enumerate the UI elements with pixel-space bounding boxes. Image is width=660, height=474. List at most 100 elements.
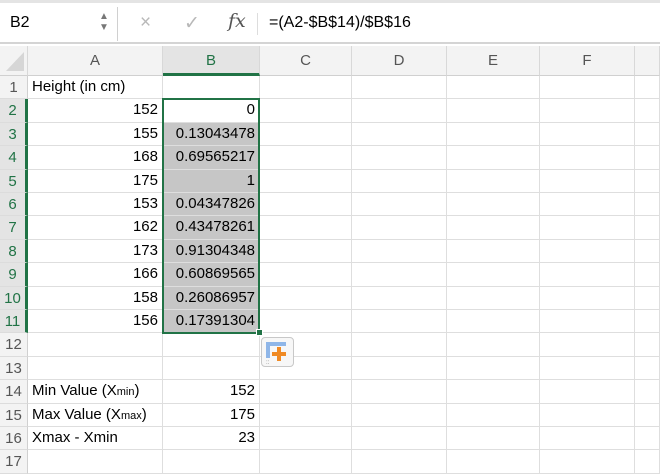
- row-header[interactable]: 4: [0, 146, 28, 170]
- cell-B17[interactable]: [163, 450, 260, 474]
- cell-B3[interactable]: 0.13043478: [163, 122, 260, 147]
- cell-empty[interactable]: [635, 263, 660, 287]
- cell-empty[interactable]: [447, 333, 540, 357]
- cell-empty[interactable]: [635, 76, 660, 100]
- cell-B15[interactable]: 175: [163, 403, 260, 427]
- cell-A8[interactable]: 173: [28, 239, 163, 264]
- cell-empty[interactable]: [260, 239, 352, 264]
- name-box-spinner-icon[interactable]: ▲ ▼: [99, 11, 109, 33]
- enter-check-icon[interactable]: ✓: [184, 13, 200, 34]
- cell-empty[interactable]: [260, 427, 352, 451]
- cell-empty[interactable]: [260, 169, 352, 193]
- name-box[interactable]: B2 ▲ ▼: [0, 7, 118, 41]
- cell-empty[interactable]: [352, 310, 447, 334]
- row-header[interactable]: 3: [0, 122, 28, 147]
- column-header-E[interactable]: E: [447, 46, 540, 76]
- cell-empty[interactable]: [260, 76, 352, 100]
- cell-empty[interactable]: [635, 99, 660, 123]
- column-header-A[interactable]: A: [28, 46, 163, 76]
- cell-B9[interactable]: 0.60869565: [163, 263, 260, 287]
- cell-empty[interactable]: [352, 193, 447, 217]
- cell-empty[interactable]: [540, 146, 635, 170]
- name-box-value[interactable]: B2: [10, 14, 30, 31]
- cell-empty[interactable]: [540, 310, 635, 334]
- cell-empty[interactable]: [260, 286, 352, 310]
- cell-empty[interactable]: [447, 193, 540, 217]
- row-header[interactable]: 13: [0, 356, 28, 381]
- cell-B10[interactable]: 0.26086957: [163, 286, 260, 310]
- row-header[interactable]: 7: [0, 216, 28, 240]
- cell-empty[interactable]: [352, 450, 447, 474]
- cell-A6[interactable]: 153: [28, 193, 163, 217]
- cell-B14[interactable]: 152: [163, 380, 260, 404]
- row-header[interactable]: 14: [0, 380, 28, 404]
- cell-empty[interactable]: [352, 216, 447, 240]
- cell-empty[interactable]: [540, 450, 635, 474]
- cell-empty[interactable]: [635, 216, 660, 240]
- cell-empty[interactable]: [260, 193, 352, 217]
- cell-empty[interactable]: [540, 239, 635, 264]
- cell-empty[interactable]: [635, 286, 660, 310]
- cell-B12[interactable]: [163, 333, 260, 357]
- row-header[interactable]: 15: [0, 403, 28, 427]
- cell-A4[interactable]: 168: [28, 146, 163, 170]
- cell-empty[interactable]: [540, 216, 635, 240]
- cell-A7[interactable]: 162: [28, 216, 163, 240]
- row-header[interactable]: 10: [0, 286, 28, 310]
- cancel-icon[interactable]: ×: [140, 12, 152, 33]
- cell-empty[interactable]: [635, 169, 660, 193]
- cell-empty[interactable]: [447, 427, 540, 451]
- cell-empty[interactable]: [635, 427, 660, 451]
- cell-empty[interactable]: [540, 286, 635, 310]
- cell-empty[interactable]: [635, 403, 660, 427]
- cell-empty[interactable]: [540, 380, 635, 404]
- cell-empty[interactable]: [447, 403, 540, 427]
- cell-empty[interactable]: [352, 286, 447, 310]
- cell-empty[interactable]: [352, 403, 447, 427]
- cell-empty[interactable]: [447, 76, 540, 100]
- row-header[interactable]: 17: [0, 450, 28, 474]
- cell-empty[interactable]: [447, 356, 540, 381]
- cell-empty[interactable]: [447, 146, 540, 170]
- formula-input[interactable]: =(A2-$B$14)/$B$16: [269, 14, 411, 31]
- cell-A10[interactable]: 158: [28, 286, 163, 310]
- cell-empty[interactable]: [260, 122, 352, 147]
- row-header[interactable]: 8: [0, 239, 28, 264]
- column-header-F[interactable]: F: [540, 46, 635, 76]
- cell-B2[interactable]: 0: [163, 99, 260, 123]
- cell-B16[interactable]: 23: [163, 427, 260, 451]
- cell-empty[interactable]: [635, 193, 660, 217]
- cell-empty[interactable]: [635, 146, 660, 170]
- cell-empty[interactable]: [260, 263, 352, 287]
- column-header-D[interactable]: D: [352, 46, 447, 76]
- insert-function-icon[interactable]: fx: [228, 10, 246, 32]
- fill-handle[interactable]: [256, 329, 263, 337]
- cell-empty[interactable]: [447, 450, 540, 474]
- cell-A15[interactable]: Max Value (Xmax): [28, 403, 163, 427]
- cell-empty[interactable]: [352, 99, 447, 123]
- cell-empty[interactable]: [447, 263, 540, 287]
- cell-empty[interactable]: [260, 99, 352, 123]
- cell-empty[interactable]: [635, 356, 660, 381]
- cell-empty[interactable]: [540, 193, 635, 217]
- select-all-corner[interactable]: [0, 46, 28, 76]
- cell-empty[interactable]: [447, 286, 540, 310]
- cell-empty[interactable]: [540, 427, 635, 451]
- cell-empty[interactable]: [635, 122, 660, 147]
- cell-empty[interactable]: [447, 169, 540, 193]
- row-header[interactable]: 11: [0, 310, 28, 334]
- cell-empty[interactable]: [352, 380, 447, 404]
- cell-empty[interactable]: [260, 403, 352, 427]
- cell-empty[interactable]: [260, 216, 352, 240]
- cell-empty[interactable]: [260, 380, 352, 404]
- cell-empty[interactable]: [352, 239, 447, 264]
- paste-options-button[interactable]: ::: [261, 337, 294, 367]
- cell-empty[interactable]: [540, 122, 635, 147]
- cell-A1[interactable]: Height (in cm): [28, 76, 163, 100]
- cell-empty[interactable]: [447, 122, 540, 147]
- cell-A13[interactable]: [28, 356, 163, 381]
- cell-A17[interactable]: [28, 450, 163, 474]
- cell-empty[interactable]: [352, 122, 447, 147]
- cell-empty[interactable]: [635, 380, 660, 404]
- cell-empty[interactable]: [447, 216, 540, 240]
